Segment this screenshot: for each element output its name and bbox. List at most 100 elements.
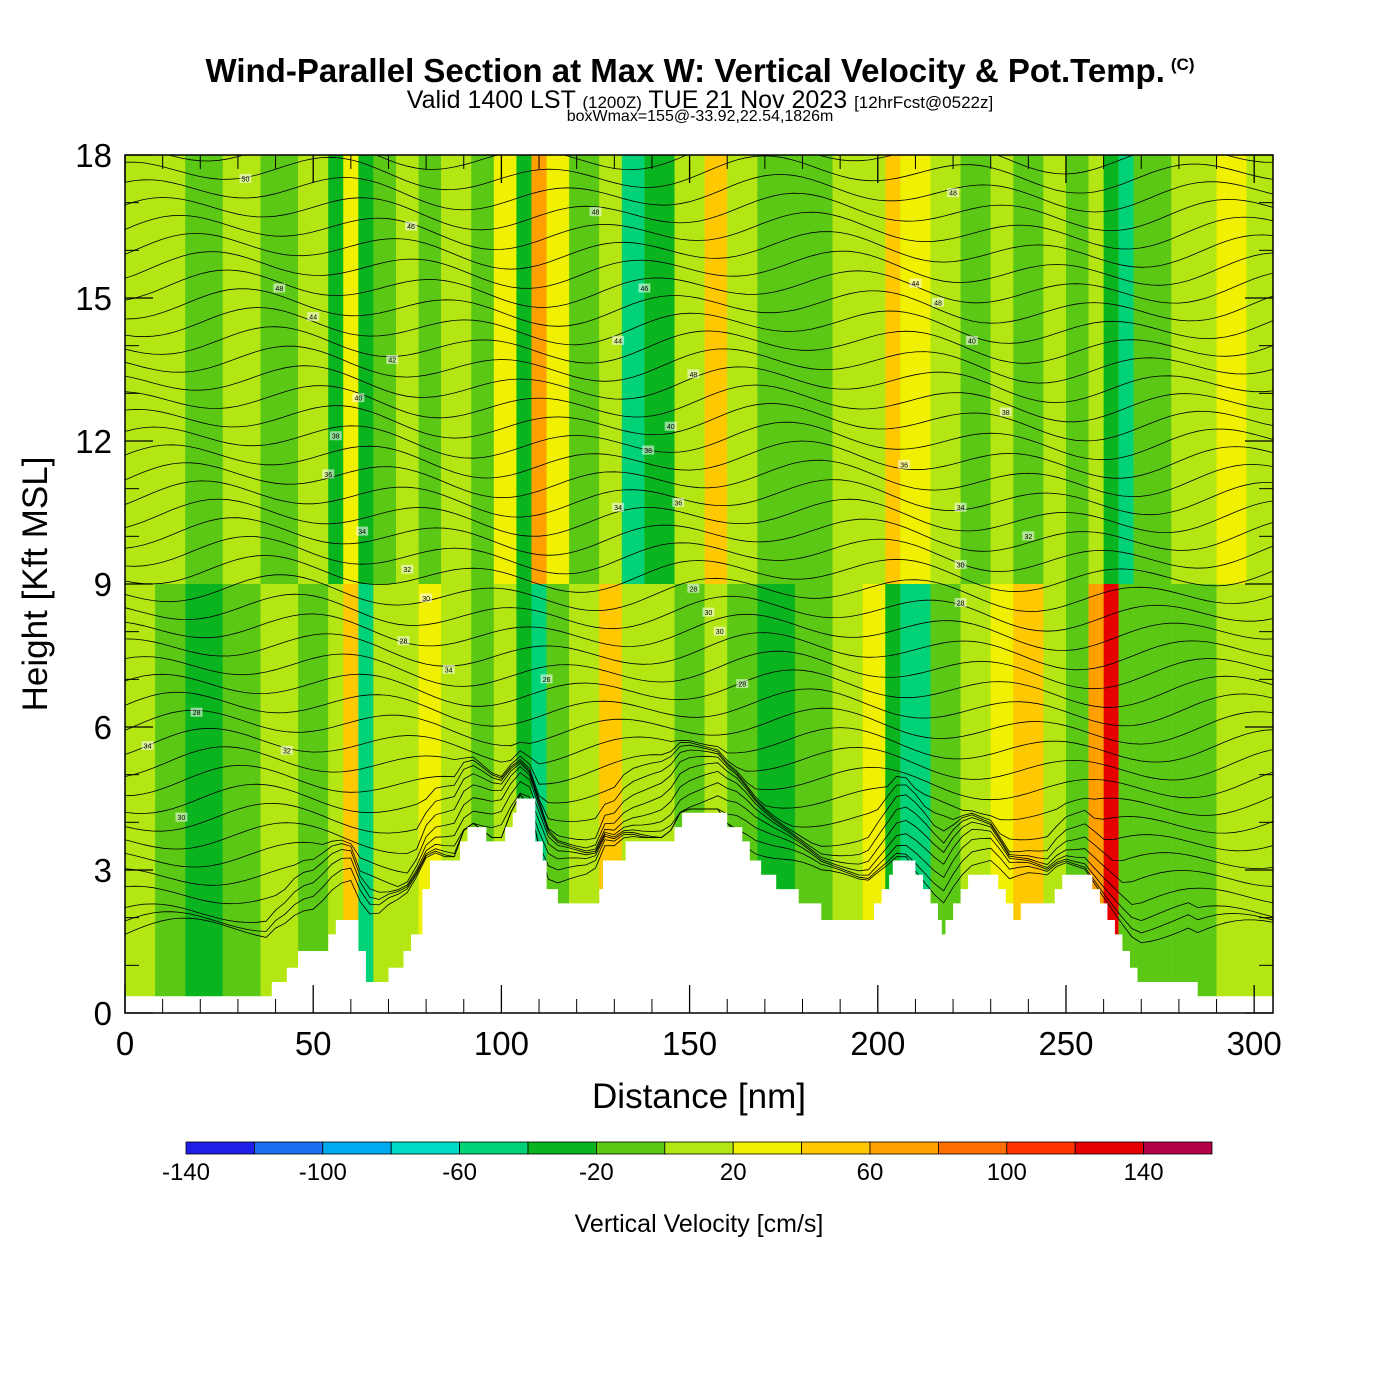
contour-label-text: 44 — [614, 338, 622, 345]
theta-contour-line — [125, 707, 1273, 747]
velocity-cell-lower — [125, 584, 156, 1013]
velocity-cell-upper — [1118, 155, 1134, 584]
velocity-cell-upper — [1103, 155, 1119, 584]
contour-label-text: 48 — [592, 210, 600, 217]
theta-contour-line — [125, 755, 1273, 841]
contour-label: 34 — [954, 502, 967, 512]
contour-label: 44 — [307, 312, 320, 322]
contour-label: 28 — [736, 679, 749, 689]
contour-label-text: 28 — [400, 639, 408, 646]
theta-contour-line — [125, 174, 1273, 213]
contour-label-text: 30 — [422, 596, 430, 603]
colorbar-swatch — [322, 1141, 392, 1155]
theta-contour-line — [125, 749, 1273, 822]
colorbar-title: Vertical Velocity [cm/s] — [575, 1210, 824, 1238]
velocity-cell-lower — [343, 584, 359, 1013]
theta-contour-line — [125, 384, 1273, 423]
contour-label: 46 — [405, 221, 418, 231]
contour-label: 30 — [713, 626, 726, 636]
contour-label-text: 28 — [957, 601, 965, 608]
theta-contours — [125, 155, 1273, 944]
colorbar-label: 20 — [720, 1159, 747, 1186]
x-tick-label: 150 — [662, 1025, 717, 1062]
y-tick-label: 6 — [94, 709, 112, 746]
contour-label: 48 — [932, 297, 945, 307]
contour-label-bg — [702, 607, 715, 617]
contour-label-text: 34 — [445, 667, 453, 674]
colorbar-swatch — [664, 1141, 734, 1155]
theta-contour-line — [125, 741, 1273, 785]
chart-boxinfo: boxWmax=155@-33.92,22.54,1826m — [566, 108, 834, 125]
theta-contour-line — [125, 762, 1273, 854]
contour-label-bg — [141, 741, 154, 751]
theta-contour-line — [125, 307, 1273, 346]
contour-label-text: 40 — [354, 396, 362, 403]
contour-label-text: 32 — [283, 748, 291, 755]
theta-contour-line — [125, 613, 1273, 651]
velocity-cell-upper — [644, 155, 675, 584]
contour-label-bg — [352, 393, 365, 403]
theta-contour-line — [125, 250, 1273, 289]
theta-contour-line — [125, 669, 1273, 708]
velocity-cell-upper — [1133, 155, 1172, 584]
copyright-mark: (C) — [1170, 55, 1195, 74]
contour-label: 50 — [239, 173, 252, 183]
contour-label-text: 36 — [324, 472, 332, 479]
colorbar-label: -60 — [442, 1159, 477, 1186]
theta-contour-line — [125, 593, 1273, 632]
contour-label-text: 30 — [957, 562, 965, 569]
velocity-cell-upper — [373, 155, 397, 584]
contour-label: 34 — [612, 502, 625, 512]
colorbar-swatch — [732, 1141, 803, 1155]
theta-contour-line — [125, 440, 1273, 479]
theta-contour-line — [125, 269, 1273, 308]
contour-label-text: 46 — [407, 224, 415, 231]
contour-label-bg — [589, 207, 602, 217]
velocity-cell-lower — [1133, 584, 1172, 1013]
contour-label-bg — [420, 593, 433, 603]
colorbar-label: -20 — [579, 1159, 614, 1186]
contour-label-bg — [397, 636, 410, 646]
velocity-cell-upper — [599, 155, 622, 584]
contour-label: 44 — [909, 278, 922, 288]
velocity-cell-upper — [1013, 155, 1044, 584]
contour-label-text: 26 — [543, 677, 551, 684]
contour-label-bg — [954, 502, 967, 512]
contour-label-text: 30 — [716, 629, 724, 636]
colorbar-swatch — [1006, 1141, 1076, 1155]
contour-label: 36 — [898, 459, 911, 469]
colorbar-label: -140 — [162, 1159, 210, 1186]
velocity-cell-lower — [222, 584, 261, 1013]
velocity-cell-upper — [516, 155, 532, 584]
contour-label-text: 38 — [1002, 410, 1010, 417]
theta-contour-line — [125, 231, 1273, 270]
contour-label-text: 28 — [193, 710, 201, 717]
colorbar-swatch — [527, 1141, 597, 1155]
contour-label-text: 28 — [689, 586, 697, 593]
velocity-cell-lower — [1171, 584, 1217, 1013]
y-tick-label: 15 — [75, 280, 112, 317]
theta-contour-line — [1047, 155, 1048, 156]
velocity-cell-upper — [155, 155, 186, 584]
contour-label-bg — [307, 312, 320, 322]
velocity-cell-upper — [493, 155, 517, 584]
contour-label: 30 — [954, 559, 967, 569]
contour-label-text: 34 — [358, 529, 366, 536]
contour-label: 42 — [386, 354, 399, 364]
velocity-cell-upper — [441, 155, 472, 584]
colorbar-swatch — [390, 1141, 461, 1155]
contour-label-bg — [322, 469, 335, 479]
contour-label-text: 32 — [1024, 534, 1032, 541]
contour-label-bg — [898, 459, 911, 469]
colorbar-swatch — [459, 1141, 529, 1155]
contour-label-text: 48 — [949, 191, 957, 198]
contour-label: 44 — [612, 335, 625, 345]
velocity-cell-upper — [621, 155, 645, 584]
velocity-cell-upper — [990, 155, 1014, 584]
velocity-cell-lower — [155, 584, 186, 1013]
x-axis-title: Distance [nm] — [592, 1077, 806, 1116]
contour-label-text: 46 — [641, 286, 649, 293]
velocity-cell-upper — [222, 155, 261, 584]
